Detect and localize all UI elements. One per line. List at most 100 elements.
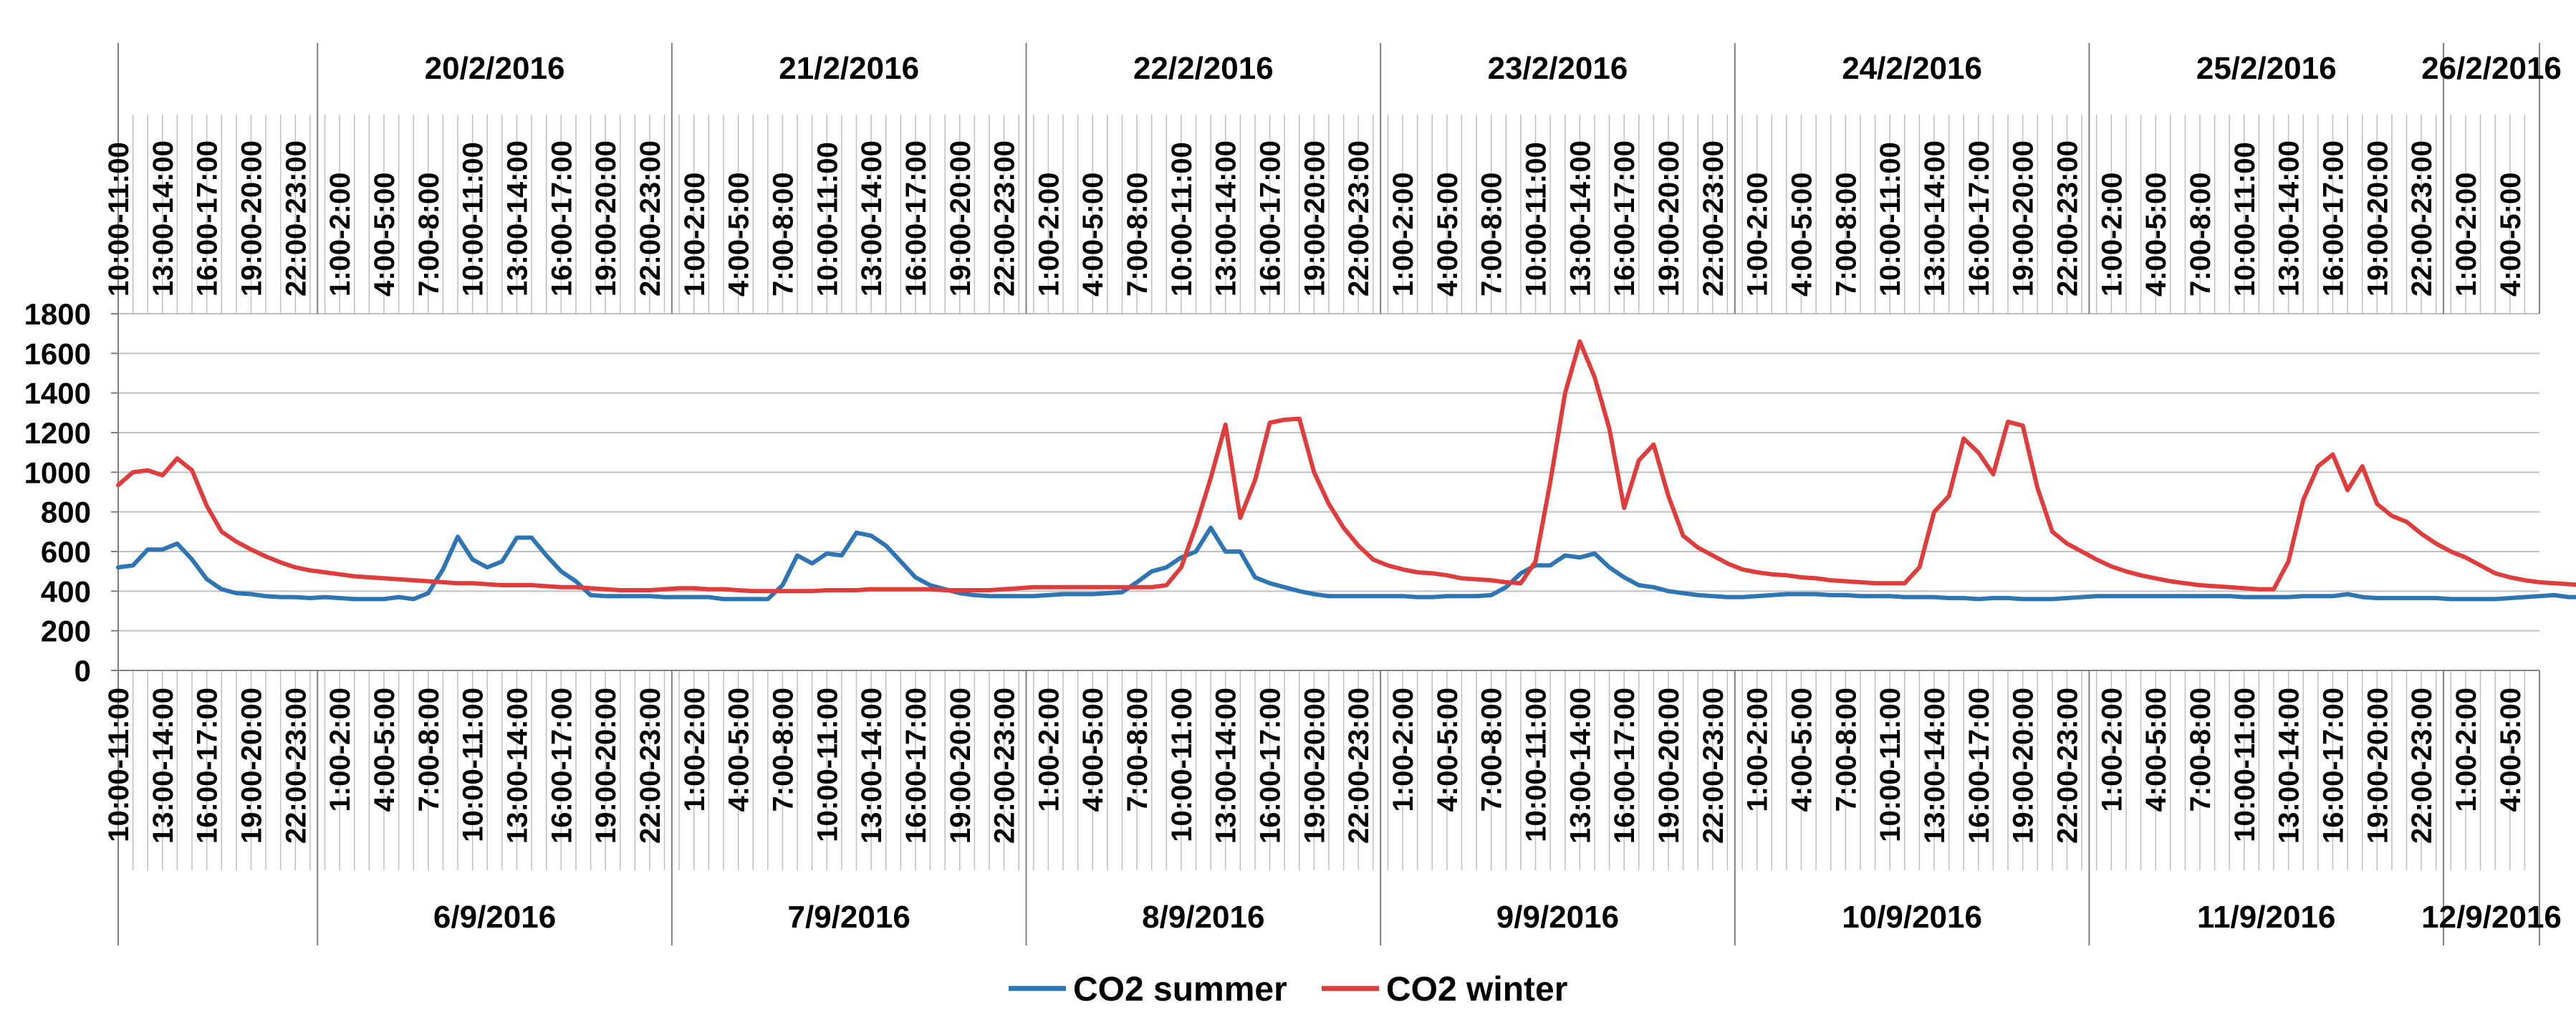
top-hour-label: 16:00-17:00 xyxy=(192,140,224,297)
top-hour-label: 19:00-20:00 xyxy=(945,140,976,297)
bottom-hour-label: 7:00-8:00 xyxy=(413,688,445,812)
top-hour-label: 19:00-20:00 xyxy=(236,140,267,297)
top-hour-label: 10:00-11:00 xyxy=(812,142,843,297)
bottom-hour-label: 13:00-14:00 xyxy=(1919,688,1951,844)
y-tick-label: 800 xyxy=(41,496,91,529)
top-hour-label: 4:00-5:00 xyxy=(2140,173,2172,297)
bottom-hour-label: 4:00-5:00 xyxy=(369,688,400,812)
bottom-date-label: 7/9/2016 xyxy=(788,900,910,935)
y-tick-label: 600 xyxy=(41,535,91,569)
top-hour-label: 10:00-11:00 xyxy=(1166,142,1198,297)
bottom-hour-label: 16:00-17:00 xyxy=(2317,688,2349,844)
bottom-hour-label: 7:00-8:00 xyxy=(2185,688,2216,812)
top-hour-label: 13:00-14:00 xyxy=(856,140,888,297)
top-hour-label: 16:00-17:00 xyxy=(2317,140,2349,297)
bottom-hour-label: 1:00-2:00 xyxy=(325,688,356,812)
bottom-hour-label: 22:00-23:00 xyxy=(989,688,1021,844)
bottom-hour-label: 22:00-23:00 xyxy=(280,688,312,844)
day-separator-layer xyxy=(117,43,2540,945)
bottom-hour-label: 13:00-14:00 xyxy=(501,688,533,844)
top-hour-label: 10:00-11:00 xyxy=(2229,142,2261,297)
top-hour-label: 1:00-2:00 xyxy=(2096,173,2128,297)
bottom-hour-label: 7:00-8:00 xyxy=(1122,688,1153,812)
bottom-hour-label: 7:00-8:00 xyxy=(1476,688,1508,812)
legend: CO2 summer CO2 winter xyxy=(1009,971,1567,1008)
top-hour-label: 16:00-17:00 xyxy=(900,140,932,297)
top-hour-label: 4:00-5:00 xyxy=(2495,173,2527,297)
top-hour-label: 4:00-5:00 xyxy=(724,173,755,297)
bottom-hour-label: 13:00-14:00 xyxy=(1565,688,1596,844)
top-hour-label: 4:00-5:00 xyxy=(1432,173,1464,297)
top-date-label: 21/2/2016 xyxy=(779,51,919,86)
top-hour-label: 7:00-8:00 xyxy=(2185,173,2216,297)
top-hour-label: 1:00-2:00 xyxy=(1388,173,1419,297)
y-tick-label: 400 xyxy=(41,574,91,608)
top-hour-label: 7:00-8:00 xyxy=(767,173,799,297)
bottom-hour-label: 10:00-11:00 xyxy=(103,688,135,842)
bottom-hour-label: 1:00-2:00 xyxy=(1742,688,1774,812)
bottom-hour-label: 1:00-2:00 xyxy=(2096,688,2128,812)
bottom-hour-label: 19:00-20:00 xyxy=(945,688,976,844)
top-hour-label: 19:00-20:00 xyxy=(2008,140,2039,297)
bottom-hour-label: 22:00-23:00 xyxy=(2406,688,2438,844)
top-hour-label: 22:00-23:00 xyxy=(1343,140,1375,297)
bottom-hour-label: 22:00-23:00 xyxy=(2052,688,2083,844)
bottom-hour-label: 1:00-2:00 xyxy=(2451,688,2482,812)
bottom-hour-label: 16:00-17:00 xyxy=(1609,688,1640,844)
top-hour-label: 16:00-17:00 xyxy=(1964,140,1995,297)
top-hour-label: 1:00-2:00 xyxy=(679,173,711,297)
grid-layer xyxy=(117,115,2540,870)
top-hour-label: 22:00-23:00 xyxy=(1698,140,1729,297)
bottom-hour-label: 22:00-23:00 xyxy=(635,688,666,844)
y-tick-label: 0 xyxy=(75,654,91,688)
bottom-date-label: 12/9/2016 xyxy=(2421,900,2562,935)
bottom-hour-label: 4:00-5:00 xyxy=(2495,688,2527,812)
series-line-co2-summer xyxy=(116,525,2576,602)
bottom-hour-label: 22:00-23:00 xyxy=(1698,688,1729,844)
bottom-date-label: 9/9/2016 xyxy=(1496,900,1619,935)
y-tick-label: 1000 xyxy=(24,456,91,489)
bottom-date-label: 11/9/2016 xyxy=(2197,900,2335,935)
y-tick-label: 1400 xyxy=(24,377,91,410)
bottom-hour-label: 16:00-17:00 xyxy=(1255,688,1287,844)
y-tick-label: 1800 xyxy=(24,297,91,331)
bottom-hour-label: 10:00-11:00 xyxy=(1521,688,1552,842)
date-labels: 20/2/2016 6/9/2016 21/2/2016 7/9/2016 22/2/2… xyxy=(425,51,2562,935)
bottom-hour-label: 13:00-14:00 xyxy=(1211,688,1242,844)
bottom-hour-label: 16:00-17:00 xyxy=(192,688,224,844)
top-hour-label: 1:00-2:00 xyxy=(325,173,356,297)
y-axis: 0 200 400 600 800 1000 1200 1400 1600 1800 xyxy=(24,297,2539,688)
top-hour-label: 1:00-2:00 xyxy=(1742,173,1774,297)
top-hour-label: 22:00-23:00 xyxy=(635,140,666,297)
bottom-hour-label: 19:00-20:00 xyxy=(1653,688,1685,844)
y-tick-label: 1200 xyxy=(24,416,91,450)
top-hour-label: 16:00-17:00 xyxy=(1255,140,1287,297)
bottom-hour-label: 13:00-14:00 xyxy=(856,688,888,844)
top-hour-label: 10:00-11:00 xyxy=(1521,142,1552,297)
top-hour-label: 16:00-17:00 xyxy=(546,140,577,297)
top-date-label: 22/2/2016 xyxy=(1133,51,1274,86)
top-hour-label: 13:00-14:00 xyxy=(1211,140,1242,297)
top-hour-label: 4:00-5:00 xyxy=(369,173,400,297)
top-hour-label: 10:00-11:00 xyxy=(103,142,135,297)
top-hour-label: 13:00-14:00 xyxy=(2274,140,2305,297)
series-layer xyxy=(116,339,2576,602)
top-hour-label: 7:00-8:00 xyxy=(413,173,445,297)
bottom-hour-label: 1:00-2:00 xyxy=(1388,688,1419,812)
top-date-label: 26/2/2016 xyxy=(2421,51,2562,86)
bottom-hour-label: 10:00-11:00 xyxy=(458,688,489,842)
bottom-hour-label: 4:00-5:00 xyxy=(1077,688,1109,812)
bottom-hour-label: 7:00-8:00 xyxy=(1830,688,1862,812)
top-hour-label: 7:00-8:00 xyxy=(1122,173,1153,297)
bottom-hour-label: 16:00-17:00 xyxy=(1964,688,1995,844)
top-hour-label: 19:00-20:00 xyxy=(2362,140,2393,297)
top-hour-label: 13:00-14:00 xyxy=(501,140,533,297)
top-hour-label: 13:00-14:00 xyxy=(1565,140,1596,297)
bottom-hour-label: 10:00-11:00 xyxy=(1166,688,1198,842)
top-hour-label: 13:00-14:00 xyxy=(1919,140,1951,297)
bottom-hour-label: 13:00-14:00 xyxy=(148,688,179,844)
top-hour-label: 4:00-5:00 xyxy=(1077,173,1109,297)
y-tick-label: 200 xyxy=(41,615,91,648)
y-tick-label: 1600 xyxy=(24,337,91,370)
